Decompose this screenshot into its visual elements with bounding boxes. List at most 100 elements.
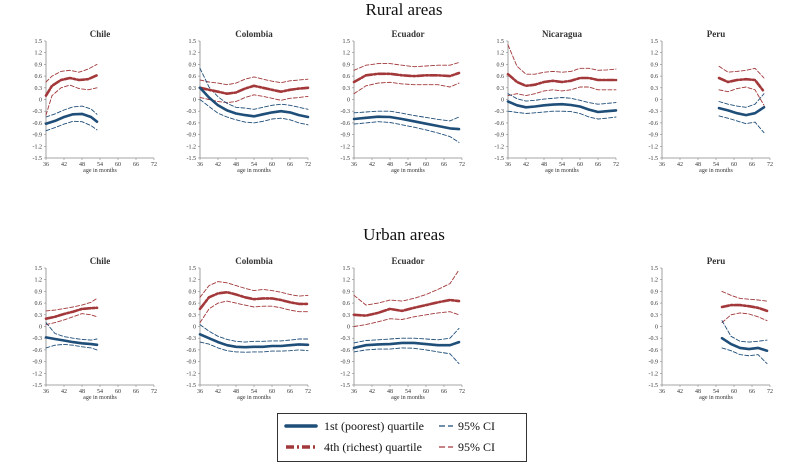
rural-peru-y-tick-label: -0.6 xyxy=(649,121,659,127)
rural-colombia-x-tick-label: 72 xyxy=(305,162,311,168)
rural-nicaragua-x-tick-label: 72 xyxy=(613,162,619,168)
rural-nicaragua-y-tick-label: -0.9 xyxy=(495,133,505,139)
rural-chile-y-tick-label: -0.9 xyxy=(33,133,43,139)
urban-chile-ci-q1-lower xyxy=(45,343,98,351)
rural-peru-y-tick-label: 1.5 xyxy=(651,39,659,45)
urban-peru-y-tick-label: -0.6 xyxy=(649,348,659,354)
rural-chile-x-label: age in months xyxy=(83,168,117,174)
rural-chile-x-tick-label: 54 xyxy=(97,162,103,168)
rural-ecuador-x-tick-label: 42 xyxy=(369,162,375,168)
rural-ecuador-x-label: age in months xyxy=(391,168,425,174)
urban-chile-y-tick-label: 0.9 xyxy=(35,289,43,295)
rural-nicaragua-line-q4 xyxy=(506,72,618,88)
legend-q4-ci-label: 95% CI xyxy=(458,440,495,454)
rural-colombia-y-tick-label: -0.3 xyxy=(187,109,197,115)
legend-q4-ci-swatch xyxy=(439,446,453,448)
rural-nicaragua-x-tick-label: 48 xyxy=(541,162,547,168)
rural-ecuador-ci-q4-lower xyxy=(353,81,460,95)
rural-colombia-y-tick-label: -1.2 xyxy=(187,144,197,150)
rural-ecuador-ci-q1-lower xyxy=(353,121,460,143)
urban-chile-title: Chile xyxy=(90,256,111,266)
urban-ecuador-ci-q1-upper xyxy=(353,327,460,344)
legend-row-q1: 1st (poorest) quartile 95% CI xyxy=(278,417,526,437)
urban-chile-x-tick-label: 60 xyxy=(115,389,121,395)
rural-ecuador-ci-q1-upper xyxy=(353,110,460,122)
rural-chile-y-tick-label: 1.2 xyxy=(35,51,43,57)
rural-nicaragua-x-tick-label: 36 xyxy=(505,162,511,168)
urban-peru-x-tick-label: 42 xyxy=(677,389,683,395)
urban-chile-y-tick-label: -0.9 xyxy=(33,360,43,366)
urban-chile-ci-q4-lower xyxy=(45,313,98,326)
urban-colombia-ci-q1-lower xyxy=(199,341,309,353)
urban-chile-ci-q1-upper xyxy=(45,322,98,341)
urban-ecuador-y-tick-label: 1.5 xyxy=(343,266,351,272)
rural-chile-y-tick-label: -0.6 xyxy=(33,121,43,127)
urban-peru-x-tick-label: 48 xyxy=(695,389,701,395)
urban-colombia-ci-q4-lower xyxy=(199,300,309,324)
rural-peru-y-tick-label: 0 xyxy=(655,98,658,104)
rural-nicaragua-ci-q4-lower xyxy=(507,86,617,97)
rural-nicaragua-x-tick-label: 66 xyxy=(595,162,601,168)
rural-colombia-ci-q4-upper xyxy=(199,76,309,86)
urban-peru-y-tick-label: -1.5 xyxy=(649,383,659,389)
urban-chile-line-q4 xyxy=(44,306,99,320)
rural-nicaragua-y-tick-label: 0 xyxy=(501,98,504,104)
rural-ecuador-x-tick-label: 72 xyxy=(459,162,465,168)
urban-ecuador-y-tick-label: 0.6 xyxy=(343,301,351,307)
rural-nicaragua-ci-q1-lower xyxy=(507,110,617,120)
rural-peru-y-tick-label: -0.9 xyxy=(649,133,659,139)
rural-ecuador-y-tick-label: -1.2 xyxy=(341,144,351,150)
rural-peru-y-tick-label: 1.2 xyxy=(651,51,659,57)
rural-colombia-x-tick-label: 36 xyxy=(197,162,203,168)
urban-colombia-ci-q1-upper xyxy=(199,324,309,343)
urban-chile-x-label: age in months xyxy=(83,395,117,401)
rural-peru-y-tick-label: -1.5 xyxy=(649,156,659,162)
urban-ecuador-y-tick-label: -0.3 xyxy=(341,336,351,342)
urban-chile-x-tick-label: 48 xyxy=(79,389,85,395)
rural-colombia-y-tick-label: 0.9 xyxy=(189,62,197,68)
rural-ecuador-y-tick-label: -0.3 xyxy=(341,109,351,115)
urban-colombia-y-tick-label: -1.5 xyxy=(187,383,197,389)
rural-peru-title: Peru xyxy=(707,29,726,39)
urban-chile-ci-q4-upper xyxy=(45,297,98,312)
legend-q1-swatch xyxy=(284,424,318,428)
rural-peru-ci-q4-lower xyxy=(718,86,765,106)
rural-nicaragua-y-tick-label: -1.5 xyxy=(495,156,505,162)
urban-colombia-y-tick-label: 0.9 xyxy=(189,289,197,295)
rural-peru-y-tick-label: 0.9 xyxy=(651,62,659,68)
rural-peru-ci-q4-upper xyxy=(718,65,765,79)
rural-nicaragua-x-label: age in months xyxy=(545,168,579,174)
rural-peru-x-tick-label: 42 xyxy=(677,162,683,168)
rural-ecuador-x-tick-label: 36 xyxy=(351,162,357,168)
urban-colombia-x-tick-label: 42 xyxy=(215,389,221,395)
urban-chile-y-tick-label: -0.3 xyxy=(33,336,43,342)
urban-peru-y-tick-label: 1.2 xyxy=(651,278,659,284)
rural-nicaragua-x-tick-label: 60 xyxy=(577,162,583,168)
rural-nicaragua-x-tick-label: 54 xyxy=(559,162,565,168)
urban-colombia-x-tick-label: 36 xyxy=(197,389,203,395)
urban-peru-x-tick-label: 54 xyxy=(713,389,719,395)
urban-chile-line-q1 xyxy=(44,336,99,347)
rural-ecuador-x-tick-label: 66 xyxy=(441,162,447,168)
rural-nicaragua-y-tick-label: -0.3 xyxy=(495,109,505,115)
rural-colombia-ci-q4-lower xyxy=(199,94,309,104)
rural-colombia-x-tick-label: 48 xyxy=(233,162,239,168)
figure-canvas: Chile 1.5 1.2 0.9 0.6 0.3 0 -0.3 -0.6 -0.9 -1.2 -1.… xyxy=(33,29,774,401)
rural-colombia-x-label: age in months xyxy=(237,168,271,174)
urban-ecuador-y-tick-label: 0.9 xyxy=(343,289,351,295)
urban-ecuador-y-tick-label: 1.2 xyxy=(343,278,351,284)
urban-ecuador-y-tick-label: -0.9 xyxy=(341,360,351,366)
urban-ecuador-y-tick-label: -1.5 xyxy=(341,383,351,389)
urban-chile-x-tick-label: 42 xyxy=(61,389,67,395)
urban-peru-ci-q4-upper xyxy=(721,290,768,302)
rural-peru-y-tick-label: 0.6 xyxy=(651,74,659,80)
rural-colombia-x-tick-label: 66 xyxy=(287,162,293,168)
urban-peru-y-tick-label: 0.3 xyxy=(651,313,659,319)
urban-peru-y-tick-label: 0 xyxy=(655,325,658,331)
rural-ecuador-y-tick-label: -0.9 xyxy=(341,133,351,139)
rural-chile-line-q1 xyxy=(44,112,99,125)
urban-ecuador-ci-q1-lower xyxy=(353,347,460,365)
rural-peru-x-label: age in months xyxy=(699,168,733,174)
urban-chile-y-tick-label: -1.2 xyxy=(33,371,43,377)
rural-nicaragua-ci-q4-upper xyxy=(507,44,617,75)
